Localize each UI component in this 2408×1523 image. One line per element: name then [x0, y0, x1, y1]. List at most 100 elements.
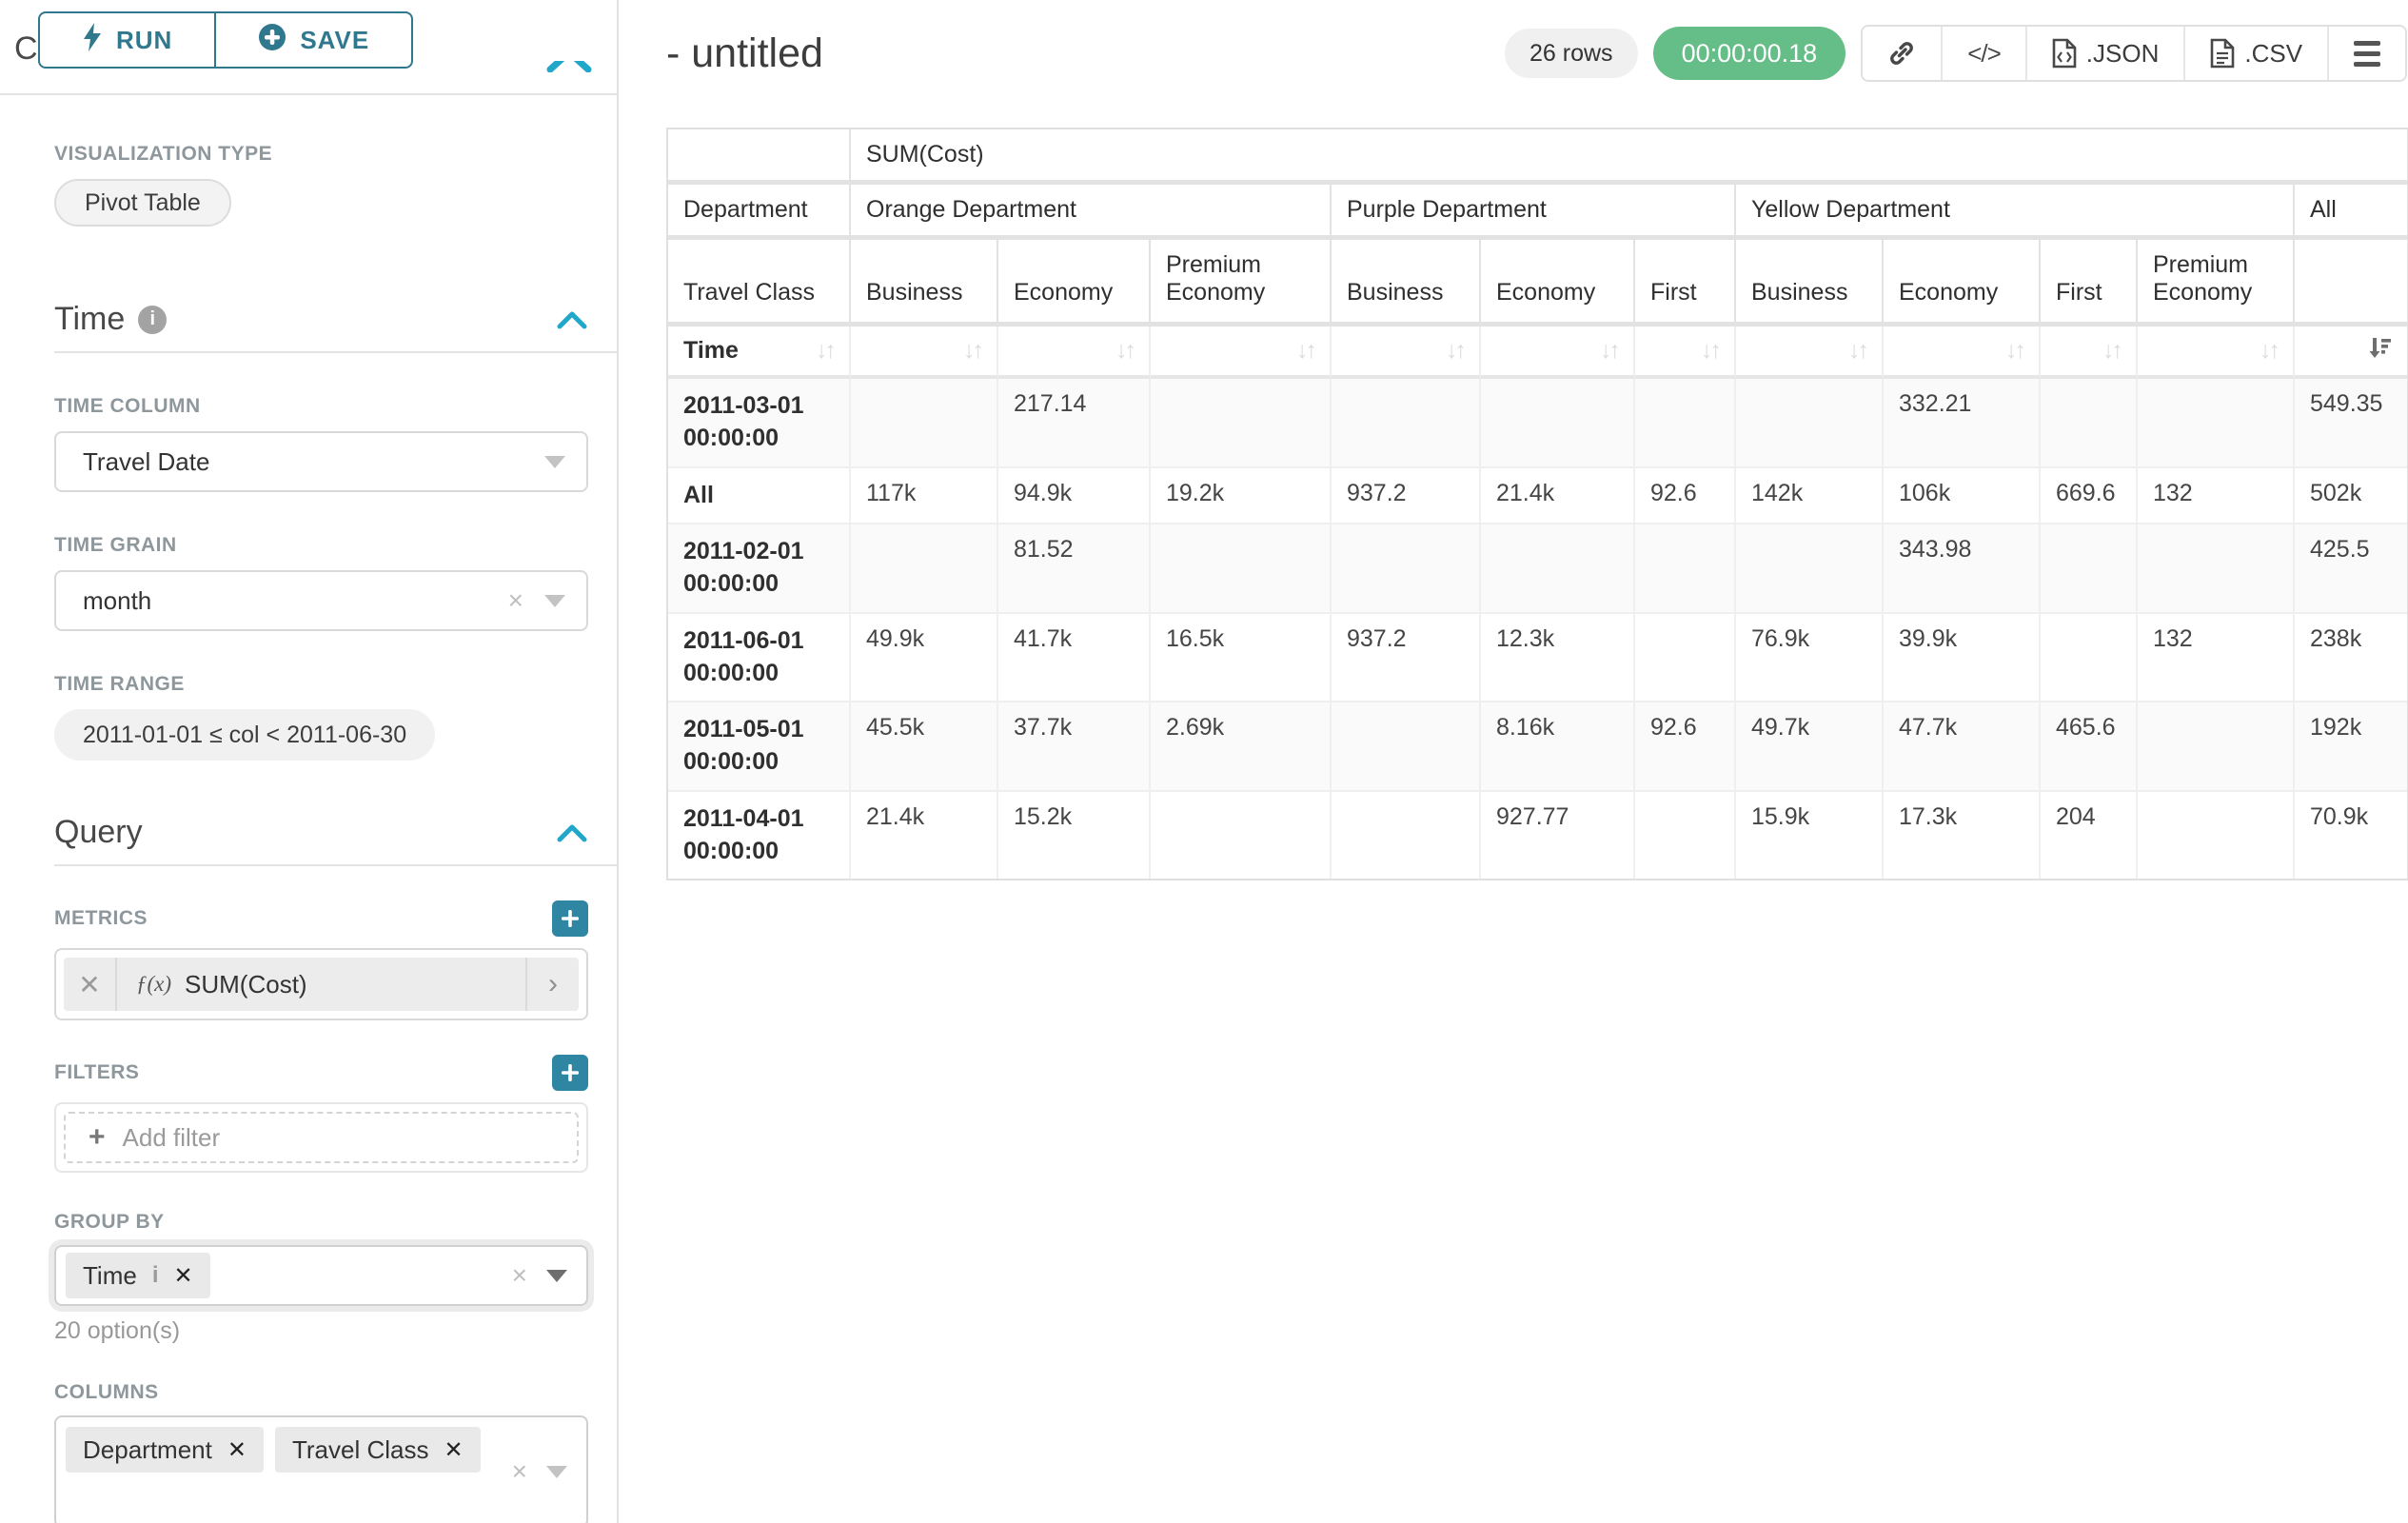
- sort-toggle-icon[interactable]: ↓↑: [1600, 337, 1621, 364]
- pivot-row-header: 2011-06-01 00:00:00: [668, 613, 851, 703]
- visualization-type-label: VISUALIZATION TYPE: [54, 143, 273, 165]
- sort-toggle-icon[interactable]: ↓↑: [2102, 337, 2123, 364]
- time-column-select[interactable]: Travel Date: [54, 431, 588, 492]
- clear-icon[interactable]: ×: [507, 585, 523, 615]
- pivot-sort-header[interactable]: ↓↑: [1481, 326, 1635, 379]
- pivot-corner-label: Department: [668, 185, 851, 240]
- chevron-up-icon[interactable]: [544, 61, 594, 72]
- pivot-value-cell: 47.7k: [1884, 702, 2041, 792]
- pivot-sort-header[interactable]: ↓↑: [851, 326, 998, 379]
- chevron-right-icon[interactable]: ›: [525, 958, 579, 1011]
- control-panel-top: Chart Type RUN SAVE: [0, 0, 617, 95]
- tag-label: Time: [83, 1260, 137, 1290]
- pivot-sort-header[interactable]: ↓↑: [998, 326, 1151, 379]
- columns-tag-department[interactable]: Department ✕: [66, 1427, 264, 1473]
- sort-toggle-icon[interactable]: ↓↑: [963, 337, 984, 364]
- pivot-header-row: SUM(Cost): [668, 129, 2408, 185]
- pivot-header-row: Department Orange Department Purple Depart…: [668, 185, 2408, 240]
- save-button[interactable]: SAVE: [215, 11, 414, 69]
- menu-button[interactable]: [2329, 27, 2406, 80]
- pivot-value-cell: 39.9k: [1884, 613, 2041, 703]
- sort-desc-active-icon[interactable]: [2365, 334, 2392, 367]
- sort-toggle-icon[interactable]: ↓↑: [1848, 337, 1869, 364]
- pivot-value-cell: 41.7k: [998, 613, 1151, 703]
- pivot-value-cell: 132: [2138, 613, 2295, 703]
- tag-label: Department: [83, 1434, 212, 1464]
- clear-icon[interactable]: ×: [511, 1260, 527, 1290]
- remove-tag-icon[interactable]: ✕: [173, 1262, 193, 1289]
- sort-toggle-icon[interactable]: ↓↑: [2260, 337, 2280, 364]
- pivot-value-cell: 937.2: [1332, 467, 1481, 525]
- pivot-value-cell: 927.77: [1481, 791, 1635, 880]
- time-range-pill[interactable]: 2011-01-01 ≤ col < 2011-06-30: [54, 709, 436, 761]
- remove-tag-icon[interactable]: ✕: [444, 1436, 464, 1463]
- pivot-sort-header[interactable]: ↓↑: [2041, 326, 2138, 379]
- sort-toggle-icon[interactable]: ↓↑: [1446, 337, 1467, 364]
- pivot-value-cell: [2041, 379, 2138, 468]
- columns-tag-travel-class[interactable]: Travel Class ✕: [274, 1427, 481, 1473]
- chart-title[interactable]: - untitled: [666, 30, 823, 76]
- pivot-row-header: 2011-03-01 00:00:00: [668, 379, 851, 468]
- group-by-select[interactable]: Time i ✕ ×: [54, 1245, 588, 1306]
- sort-toggle-icon[interactable]: ↓↑: [1115, 337, 1136, 364]
- pivot-value-cell: [1151, 791, 1332, 880]
- pivot-sort-header[interactable]: [2295, 326, 2408, 379]
- time-section-header[interactable]: Time i: [54, 301, 588, 338]
- run-button[interactable]: RUN: [38, 11, 216, 69]
- chevron-up-icon[interactable]: [556, 310, 588, 329]
- pivot-col-header: Premium Economy: [1151, 240, 1332, 326]
- pivot-value-cell: 238k: [2295, 613, 2408, 703]
- tag-label: Travel Class: [291, 1434, 429, 1464]
- sort-cell: ↓↑: [1496, 337, 1621, 365]
- pivot-sort-header[interactable]: ↓↑: [1736, 326, 1884, 379]
- chevron-up-icon[interactable]: [556, 823, 588, 842]
- add-filter-button[interactable]: [552, 1055, 588, 1091]
- pivot-sort-header[interactable]: ↓↑: [1151, 326, 1332, 379]
- pivot-value-cell: 142k: [1736, 467, 1884, 525]
- visualization-type-pill[interactable]: Pivot Table: [54, 179, 231, 227]
- pivot-corner-cell: [668, 129, 851, 185]
- add-filter-dropzone[interactable]: + Add filter: [64, 1112, 579, 1163]
- embed-code-button[interactable]: </>: [1943, 27, 2027, 80]
- pivot-value-cell: [1736, 524, 1884, 614]
- time-grain-select[interactable]: month ×: [54, 570, 588, 631]
- pivot-value-cell: 76.9k: [1736, 613, 1884, 703]
- pivot-sort-header[interactable]: ↓↑: [1884, 326, 2041, 379]
- sort-toggle-icon[interactable]: ↓↑: [1701, 337, 1722, 364]
- pivot-value-cell: [1635, 613, 1736, 703]
- caret-down-icon: [546, 1465, 567, 1478]
- export-json-button[interactable]: .JSON: [2026, 27, 2186, 80]
- pivot-sort-header[interactable]: ↓↑: [2138, 326, 2295, 379]
- code-icon: </>: [1967, 38, 2002, 68]
- pivot-value-cell: [1151, 379, 1332, 468]
- row-dimension-label: Time: [683, 337, 739, 364]
- remove-metric-icon[interactable]: ✕: [64, 958, 117, 1011]
- add-metric-button[interactable]: [552, 900, 588, 937]
- pivot-value-cell: 332.21: [1884, 379, 2041, 468]
- remove-tag-icon[interactable]: ✕: [227, 1436, 247, 1463]
- sort-toggle-icon[interactable]: ↓↑: [816, 337, 837, 364]
- pivot-value-cell: 49.7k: [1736, 702, 1884, 792]
- pivot-value-cell: 106k: [1884, 467, 2041, 525]
- save-button-label: SAVE: [300, 25, 370, 54]
- pivot-value-cell: 192k: [2295, 702, 2408, 792]
- sort-cell: ↓↑: [1650, 337, 1722, 365]
- pivot-data-row: 2011-04-01 00:00:00 21.4k 15.2k 927.77 15.9k 1…: [668, 791, 2408, 880]
- sort-toggle-icon[interactable]: ↓↑: [2005, 337, 2026, 364]
- columns-select[interactable]: Department ✕ Travel Class ✕ ×: [54, 1415, 588, 1523]
- clear-icon[interactable]: ×: [511, 1456, 527, 1486]
- metric-pill[interactable]: ✕ ƒ(x) SUM(Cost) ›: [64, 958, 579, 1011]
- copy-link-button[interactable]: [1863, 27, 1944, 80]
- pivot-sort-header[interactable]: ↓↑: [1332, 326, 1481, 379]
- pivot-sort-header[interactable]: ↓↑: [1635, 326, 1736, 379]
- add-filter-text: Add filter: [122, 1122, 221, 1152]
- pivot-row-dimension-header[interactable]: Time ↓↑: [668, 326, 851, 379]
- group-by-tag-time[interactable]: Time i ✕: [66, 1253, 210, 1298]
- export-csv-button[interactable]: .CSV: [2185, 27, 2330, 80]
- caret-down-icon: [544, 455, 565, 468]
- query-section-header[interactable]: Query: [54, 814, 588, 851]
- pivot-value-cell: 132: [2138, 467, 2295, 525]
- sort-cell: ↓↑: [1014, 337, 1136, 365]
- sort-cell: ↓↑: [2153, 337, 2280, 365]
- sort-toggle-icon[interactable]: ↓↑: [1296, 337, 1317, 364]
